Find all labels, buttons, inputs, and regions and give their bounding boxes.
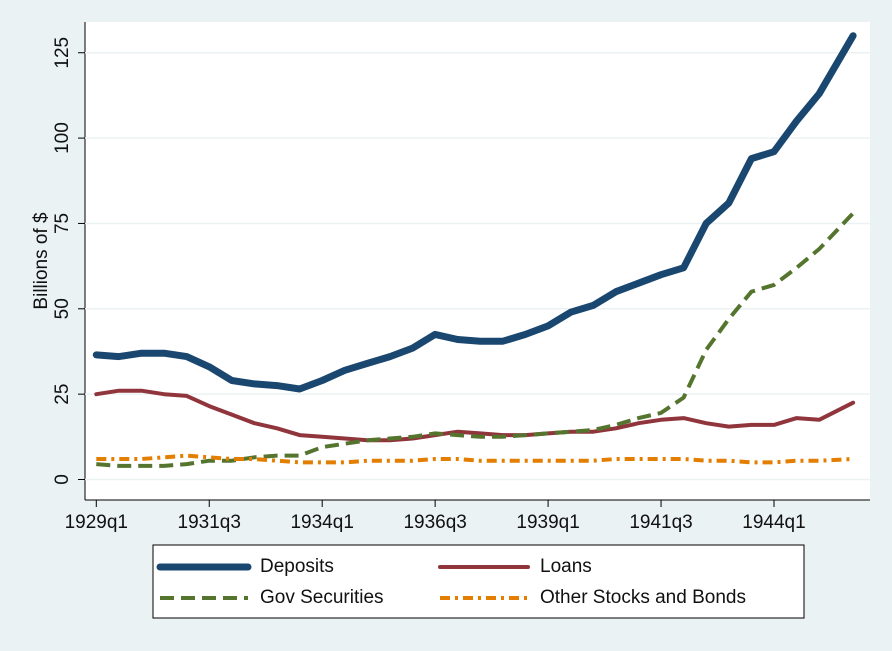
legend-label: Deposits — [260, 556, 334, 577]
x-tick-label: 1944q1 — [742, 512, 805, 533]
legend-label: Other Stocks and Bonds — [540, 587, 746, 608]
legend-label: Loans — [540, 556, 592, 577]
x-tick-label: 1939q1 — [516, 512, 579, 533]
y-tick-label: 75 — [52, 213, 73, 234]
plot-area — [85, 22, 870, 500]
x-tick-label: 1941q3 — [629, 512, 692, 533]
y-tick-label: 0 — [52, 474, 73, 485]
y-tick-label: 50 — [52, 298, 73, 319]
series-line — [92, 32, 857, 393]
series-line — [94, 388, 856, 443]
y-axis-label: Billions of $ — [31, 212, 52, 310]
y-tick-label: 25 — [52, 384, 73, 405]
legend-box — [152, 544, 805, 619]
x-tick-label: 1934q1 — [290, 512, 353, 533]
y-tick-label: 125 — [52, 37, 73, 69]
series-line — [96, 453, 854, 465]
x-tick-label: 1936q3 — [403, 512, 466, 533]
x-tick-label: 1929q1 — [65, 512, 128, 533]
legend-label: Gov Securities — [260, 587, 384, 608]
x-tick-label: 1931q3 — [178, 512, 241, 533]
y-tick-label: 100 — [52, 122, 73, 154]
